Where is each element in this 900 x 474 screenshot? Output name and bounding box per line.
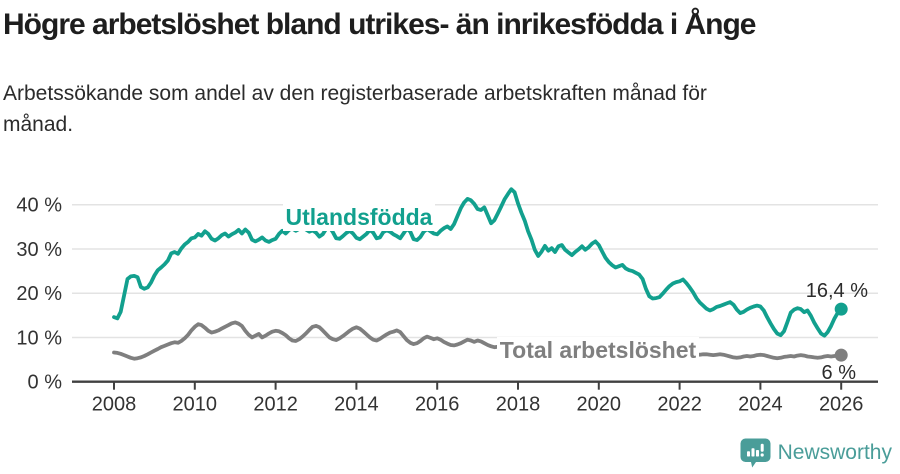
x-tick-label-2016: 2016 (415, 394, 460, 416)
series-label-bg-0 (283, 203, 435, 231)
logo-bar-1 (746, 451, 750, 457)
x-tick-label-2008: 2008 (92, 394, 137, 416)
x-tick-label-2012: 2012 (253, 394, 298, 416)
x-tick-label-2026: 2026 (819, 394, 864, 416)
x-tick-label-2022: 2022 (657, 394, 702, 416)
brand-footer: Newsworthy (740, 438, 892, 468)
series-label-0: Utlandsfödda (286, 204, 433, 230)
x-tick-label-2014: 2014 (334, 394, 379, 416)
series-end-dot-0 (834, 302, 848, 316)
x-tick-label-2018: 2018 (496, 394, 541, 416)
logo-bar-2 (751, 448, 755, 457)
y-tick-label-10: 10 % (16, 327, 62, 349)
x-tick-label-2024: 2024 (738, 394, 783, 416)
series-line-1 (112, 320, 844, 361)
brand-name: Newsworthy (777, 441, 892, 464)
y-tick-label-40: 40 % (16, 195, 62, 217)
series-label-bg-1 (497, 337, 699, 363)
logo-bar-3 (755, 450, 759, 457)
x-tick-label-2010: 2010 (173, 394, 218, 416)
series-label-1: Total arbetslöshet (500, 337, 697, 363)
logo-exclamation-bar (760, 443, 764, 452)
chart-title: Högre arbetslöshet bland utrikes- än inr… (3, 8, 757, 41)
series-line-0 (112, 187, 844, 338)
logo-exclamation-dot (760, 453, 764, 457)
x-tick-label-2020: 2020 (577, 394, 622, 416)
y-tick-label-0: 0 % (28, 372, 63, 394)
series-end-label-1: 6 % (822, 362, 857, 384)
chart-subtitle: Arbetssökande som andel av den registerb… (3, 82, 707, 136)
newsworthy-logo-icon (740, 438, 771, 468)
series-end-dot-1 (834, 348, 848, 362)
y-tick-label-20: 20 % (16, 283, 62, 305)
series-end-label-0: 16,4 % (806, 280, 868, 302)
y-tick-label-30: 30 % (16, 239, 62, 261)
